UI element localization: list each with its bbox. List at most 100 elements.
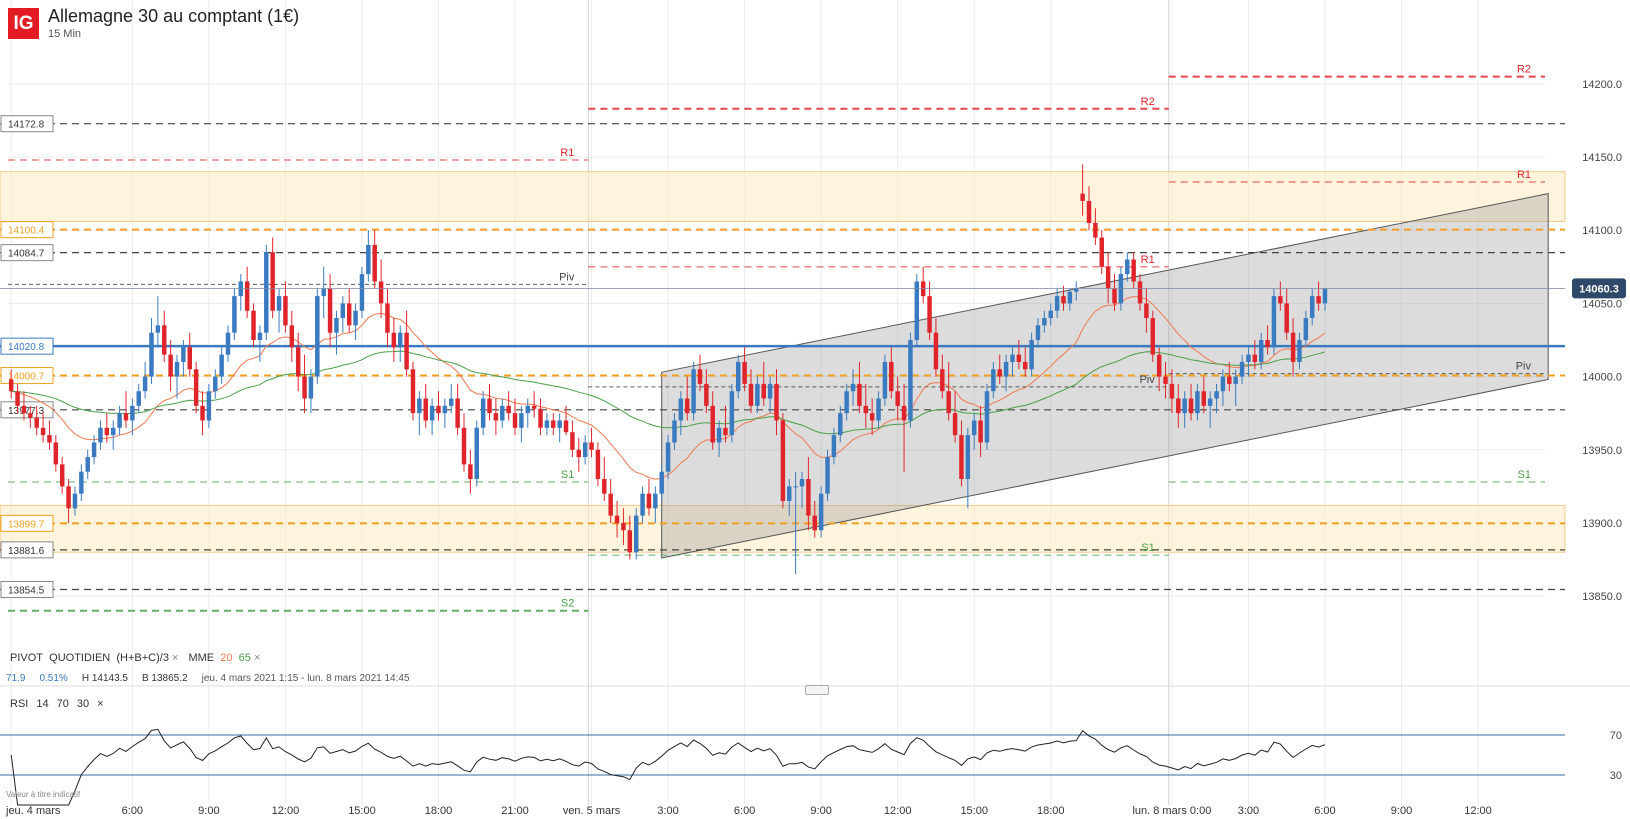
candle-body	[1265, 340, 1270, 348]
pivot-indicator[interactable]: PIVOT QUOTIDIEN (H+B+C)/3 ×	[10, 652, 179, 664]
candle-body	[436, 405, 441, 414]
candle-body	[563, 420, 569, 433]
x-tick-label: 12:00	[884, 805, 912, 817]
candle-body	[978, 420, 983, 443]
candle-body	[582, 442, 588, 458]
candle-body	[971, 420, 977, 436]
candle-body	[710, 405, 715, 443]
pivot-label: Piv	[559, 271, 575, 283]
rsi-line	[10, 728, 1326, 806]
candle	[8, 369, 14, 399]
candle	[410, 361, 416, 421]
candle-body	[1182, 398, 1187, 414]
candle-body	[684, 398, 690, 414]
panel-splitter[interactable]	[805, 685, 829, 695]
candle	[780, 413, 786, 509]
candle	[838, 405, 843, 443]
candle	[47, 420, 52, 450]
candle	[442, 398, 448, 428]
candle	[920, 266, 926, 304]
candle-body	[863, 405, 869, 414]
candle-body	[895, 391, 900, 406]
candle	[882, 354, 888, 406]
candle	[710, 391, 715, 450]
candle-body	[997, 369, 1002, 377]
candle-body	[984, 391, 990, 443]
candle	[519, 405, 524, 443]
candle	[321, 266, 326, 319]
candle	[812, 500, 817, 538]
candle	[933, 318, 939, 377]
candle	[480, 391, 486, 436]
candle-body	[238, 281, 244, 297]
candle	[1029, 332, 1034, 377]
candle-body	[959, 435, 964, 480]
candle-body	[1322, 288, 1328, 304]
candle	[908, 332, 913, 428]
candle	[850, 369, 856, 406]
candle	[1150, 310, 1156, 362]
candle	[200, 391, 205, 436]
candle-body	[570, 432, 575, 450]
candle	[149, 318, 154, 384]
candle	[474, 420, 479, 487]
candle	[1258, 332, 1264, 370]
candle-body	[965, 435, 971, 480]
candle	[334, 310, 339, 355]
candle-body	[1195, 391, 1200, 414]
candle-body	[1201, 391, 1207, 406]
candle-body	[493, 413, 499, 421]
candle	[59, 457, 65, 494]
candle-body	[1246, 354, 1251, 362]
pivot-label: R2	[1141, 96, 1155, 108]
close-icon[interactable]: ×	[97, 698, 104, 710]
candle	[251, 303, 256, 348]
candle-body	[1112, 288, 1117, 304]
candle-body	[729, 391, 735, 436]
candle	[1003, 354, 1009, 392]
candle	[742, 347, 747, 392]
candle-body	[1188, 398, 1194, 414]
x-tick-label: 3:00	[1238, 805, 1259, 817]
pivot-label: R2	[1517, 64, 1531, 76]
candle	[889, 347, 894, 399]
candle-body	[901, 405, 907, 421]
close-icon[interactable]: ×	[172, 652, 179, 664]
support-zone	[0, 171, 1566, 222]
candle-body	[8, 379, 14, 392]
candle	[640, 486, 645, 523]
close-icon[interactable]: ×	[253, 652, 261, 664]
candle-body	[21, 405, 27, 414]
candle	[181, 340, 186, 377]
candle	[1125, 252, 1130, 282]
candle-body	[659, 471, 664, 494]
candle	[391, 318, 397, 362]
candle	[315, 288, 320, 384]
instrument-title: Allemagne 30 au comptant (1€)	[48, 6, 300, 26]
rsi-legend[interactable]: RSI 14 70 30 ×	[10, 698, 104, 710]
candle	[978, 405, 983, 458]
candle	[659, 464, 664, 501]
candle-body	[276, 296, 282, 311]
candle	[691, 361, 696, 421]
candle-body	[123, 413, 129, 421]
candle	[404, 310, 409, 377]
candle-body	[468, 464, 473, 480]
mme-indicator[interactable]: MME 20 65 ×	[188, 652, 261, 664]
candle-body	[1016, 354, 1022, 362]
candle	[653, 486, 658, 523]
y-tick-label: 13900.0	[1582, 518, 1622, 530]
candle-body	[1131, 259, 1136, 282]
candle-body	[1297, 340, 1302, 362]
high-value: H 14143.5	[81, 673, 128, 684]
x-tick-label: ven. 5 mars	[563, 805, 621, 817]
candle-body	[397, 332, 403, 348]
candle-body	[838, 413, 843, 436]
candle-body	[920, 281, 926, 297]
candle-body	[621, 522, 626, 531]
candle	[646, 479, 652, 516]
candle	[608, 479, 613, 523]
candle-body	[908, 340, 913, 421]
candle	[1074, 281, 1079, 301]
